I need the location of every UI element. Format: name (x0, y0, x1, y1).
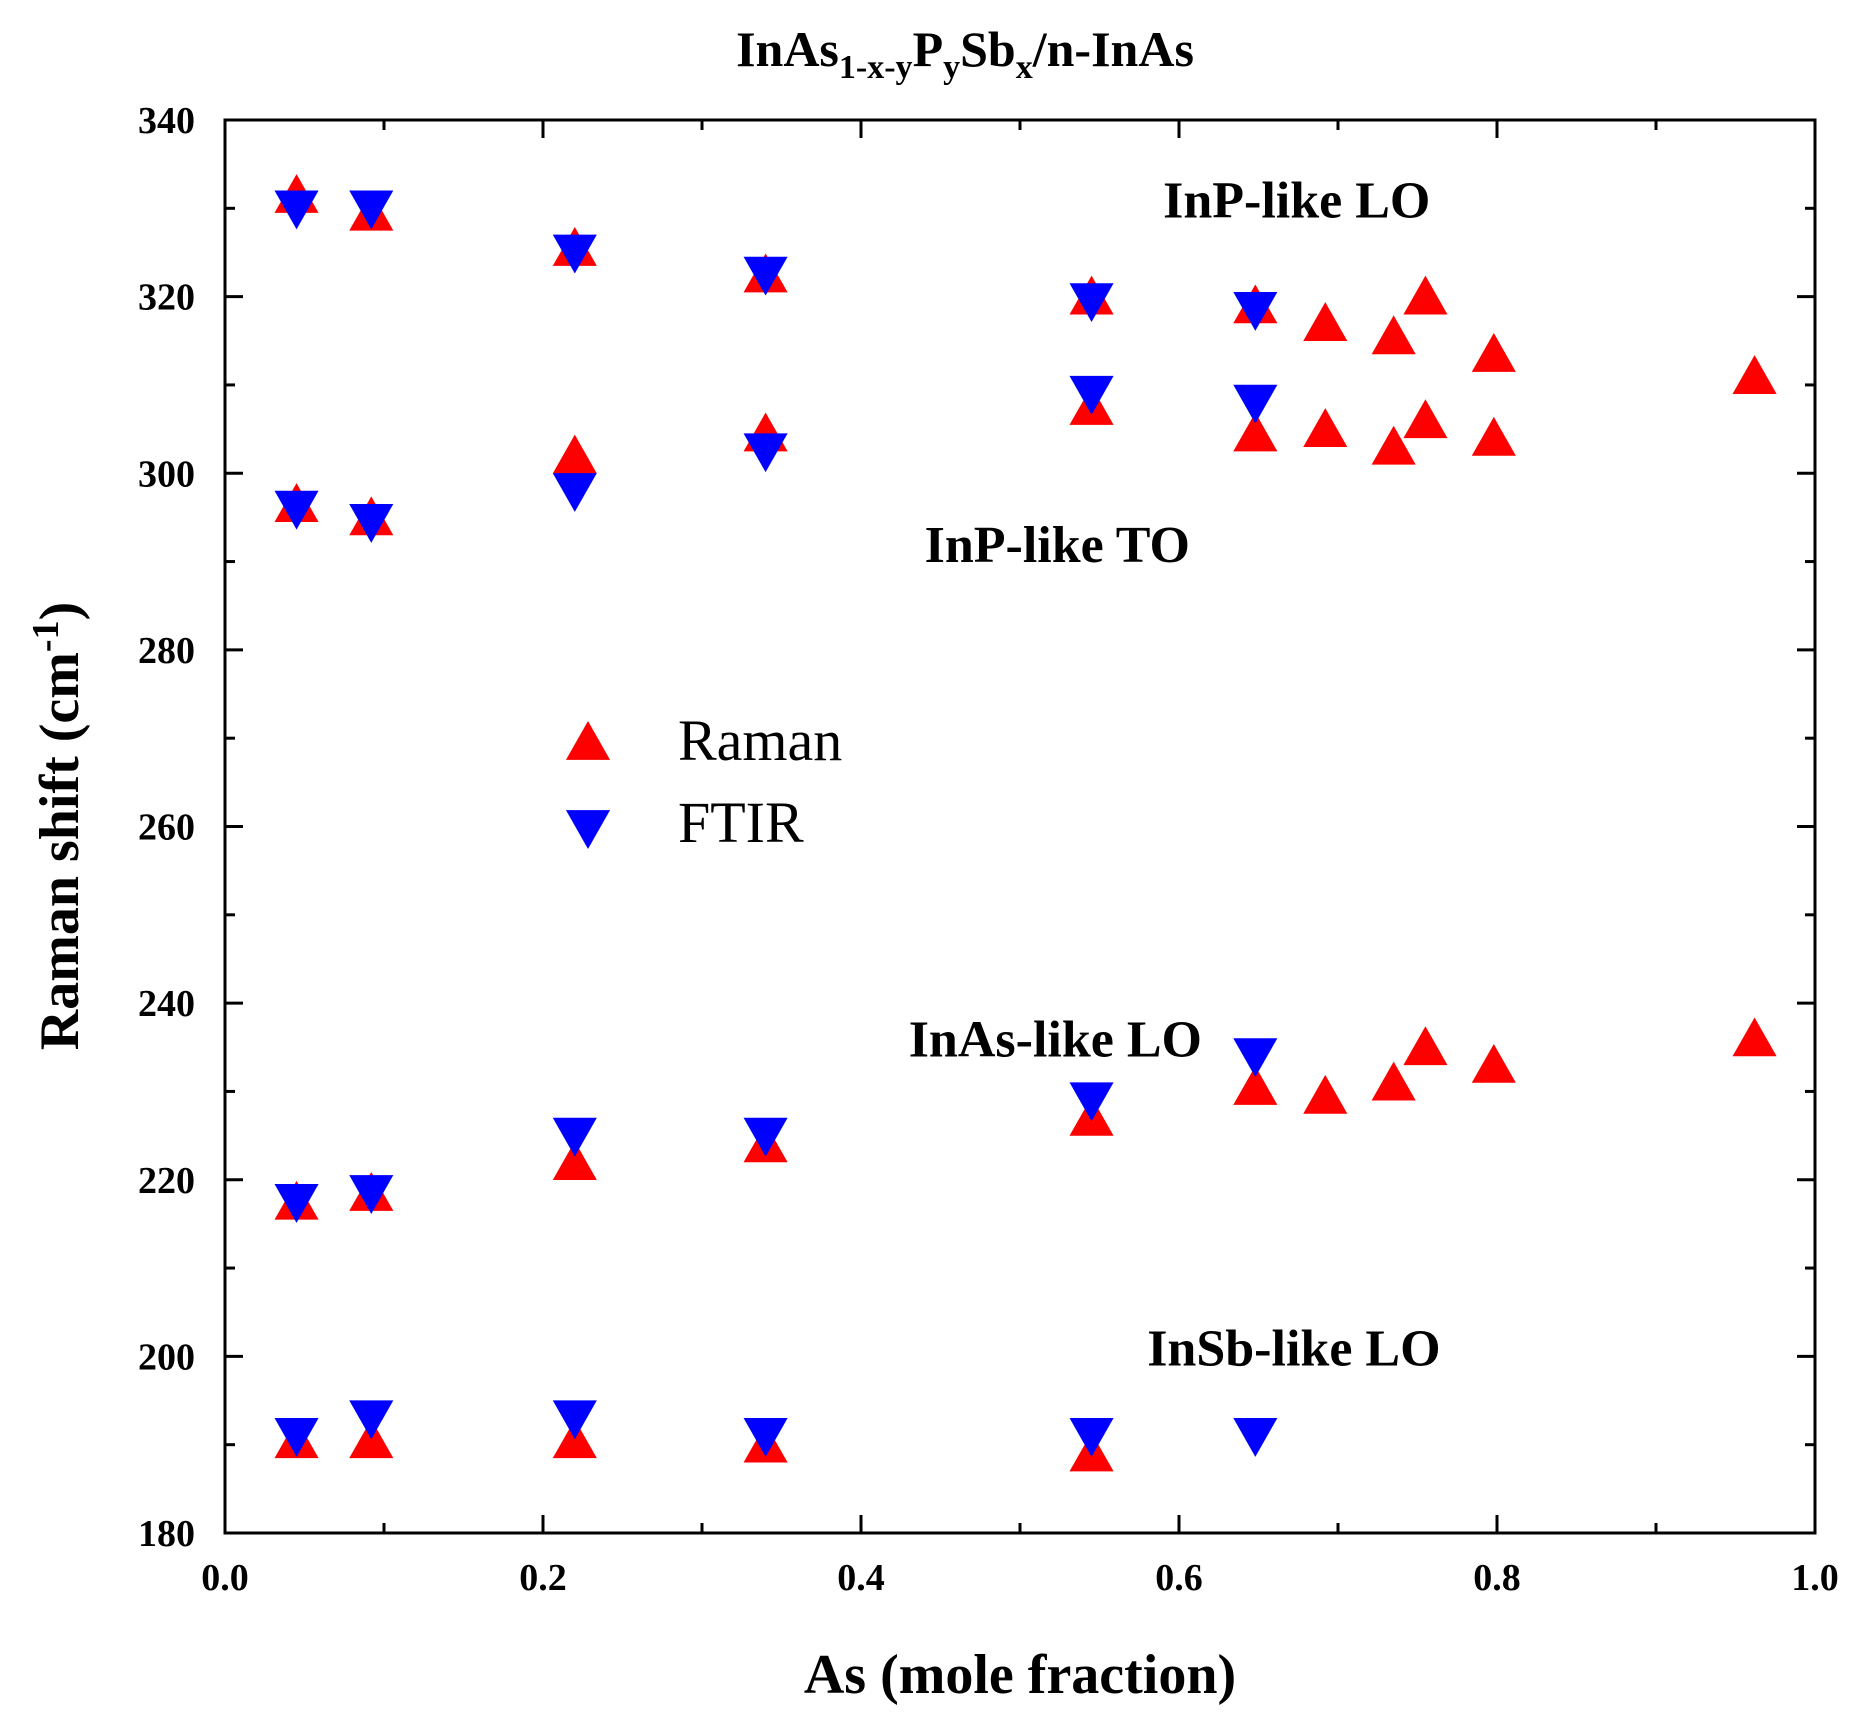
ftir-point (274, 190, 319, 230)
chart-title: InAs1-x-yPySbx/n-InAs (736, 21, 1194, 86)
x-tick-label: 0.6 (1155, 1557, 1203, 1599)
annotation-label: InAs-like LO (909, 1011, 1202, 1068)
ftir-point (1069, 375, 1114, 415)
annotation-label: InP-like LO (1163, 172, 1430, 229)
raman-point (1303, 302, 1348, 341)
ftir-point (1233, 292, 1278, 331)
ftir-point (349, 1175, 394, 1214)
raman-point (1371, 425, 1416, 465)
legend: Raman FTIR (565, 708, 842, 855)
ftir-point (552, 234, 597, 274)
ftir-point (743, 256, 788, 296)
raman-point (1471, 1043, 1516, 1083)
raman-point (1732, 355, 1777, 394)
raman-point (1303, 408, 1348, 447)
title-sub1: 1-x-y (839, 49, 913, 86)
raman-point (1303, 1074, 1348, 1114)
ftir-point (743, 1418, 788, 1457)
raman-point (1403, 399, 1448, 439)
ftir-point (1233, 1418, 1278, 1457)
y-tick-label: 200 (138, 1336, 195, 1378)
legend-marker-raman (565, 721, 611, 760)
x-tick-labels: 0.0 0.2 0.4 0.6 0.8 1.0 (201, 1557, 1839, 1599)
y-tick-label: 300 (138, 453, 195, 495)
raman-point (1403, 1026, 1448, 1066)
plot-frame (223, 118, 1817, 1535)
y-axis-label-text: Raman shift (cm (29, 652, 91, 1050)
legend-marker-ftir (565, 810, 611, 849)
y-tick-label: 280 (138, 630, 195, 672)
ftir-point (1233, 384, 1278, 424)
y-tick-label: 240 (138, 983, 195, 1025)
x-axis-label: As (mole fraction) (804, 1644, 1236, 1706)
ftir-point (552, 473, 597, 512)
annotation-label: InP-like TO (925, 517, 1190, 574)
annotations: InP-like LO InP-like TO InAs-like LO InSb-l… (909, 172, 1441, 1377)
y-tick-label: 320 (138, 277, 195, 319)
ftir-point (349, 190, 394, 230)
y-axis-label-sup: -1 (25, 620, 67, 652)
title-base: InAs (736, 21, 839, 77)
x-tick-label: 0.8 (1473, 1557, 1521, 1599)
x-tick-label: 0.2 (519, 1557, 567, 1599)
x-tick-label: 1.0 (1791, 1557, 1839, 1599)
ftir-point (1069, 1418, 1114, 1457)
title-tail: /n-InAs (1032, 21, 1194, 77)
raman-point (1233, 1066, 1278, 1105)
title-p: P (913, 21, 944, 77)
y-tick-label: 340 (138, 100, 195, 142)
raman-point (1471, 333, 1516, 372)
ftir-point (1069, 1082, 1114, 1122)
data-points (274, 174, 1777, 1472)
raman-point (1233, 412, 1278, 452)
ftir-point (274, 490, 319, 530)
annotation-label: InSb-like LO (1147, 1321, 1440, 1378)
ftir-point (349, 503, 394, 543)
y-axis-label: Raman shift (cm-1) (25, 602, 91, 1051)
ftir-point (552, 1117, 597, 1157)
ftir-point (1069, 283, 1114, 323)
raman-point (552, 434, 597, 474)
title-sub2: y (943, 49, 960, 86)
legend-label-ftir: FTIR (678, 790, 804, 855)
y-tick-label: 180 (138, 1513, 195, 1555)
axis-ticks (223, 118, 1817, 1535)
ftir-point (552, 1400, 597, 1440)
ftir-point (1233, 1038, 1278, 1078)
title-sb: Sb (960, 21, 1016, 77)
ftir-point (743, 1117, 788, 1157)
x-tick-label: 0.4 (837, 1557, 885, 1599)
raman-point (1371, 1061, 1416, 1101)
x-tick-label: 0.0 (201, 1557, 249, 1599)
y-tick-labels: 180 200 220 240 260 280 300 320 340 (138, 100, 195, 1555)
ftir-point (274, 1418, 319, 1457)
ftir-point (274, 1183, 319, 1223)
raman-point (1371, 315, 1416, 355)
y-axis-label-close: ) (29, 602, 91, 621)
raman-point (1403, 275, 1448, 315)
ftir-point (743, 433, 788, 473)
raman-point (552, 1141, 597, 1180)
title-sub3: x (1016, 49, 1033, 86)
ftir-point (349, 1400, 394, 1440)
legend-label-raman: Raman (678, 708, 842, 773)
raman-point (1732, 1017, 1777, 1057)
y-tick-label: 260 (138, 807, 195, 849)
raman-point (1471, 416, 1516, 456)
y-tick-label: 220 (138, 1160, 195, 1202)
